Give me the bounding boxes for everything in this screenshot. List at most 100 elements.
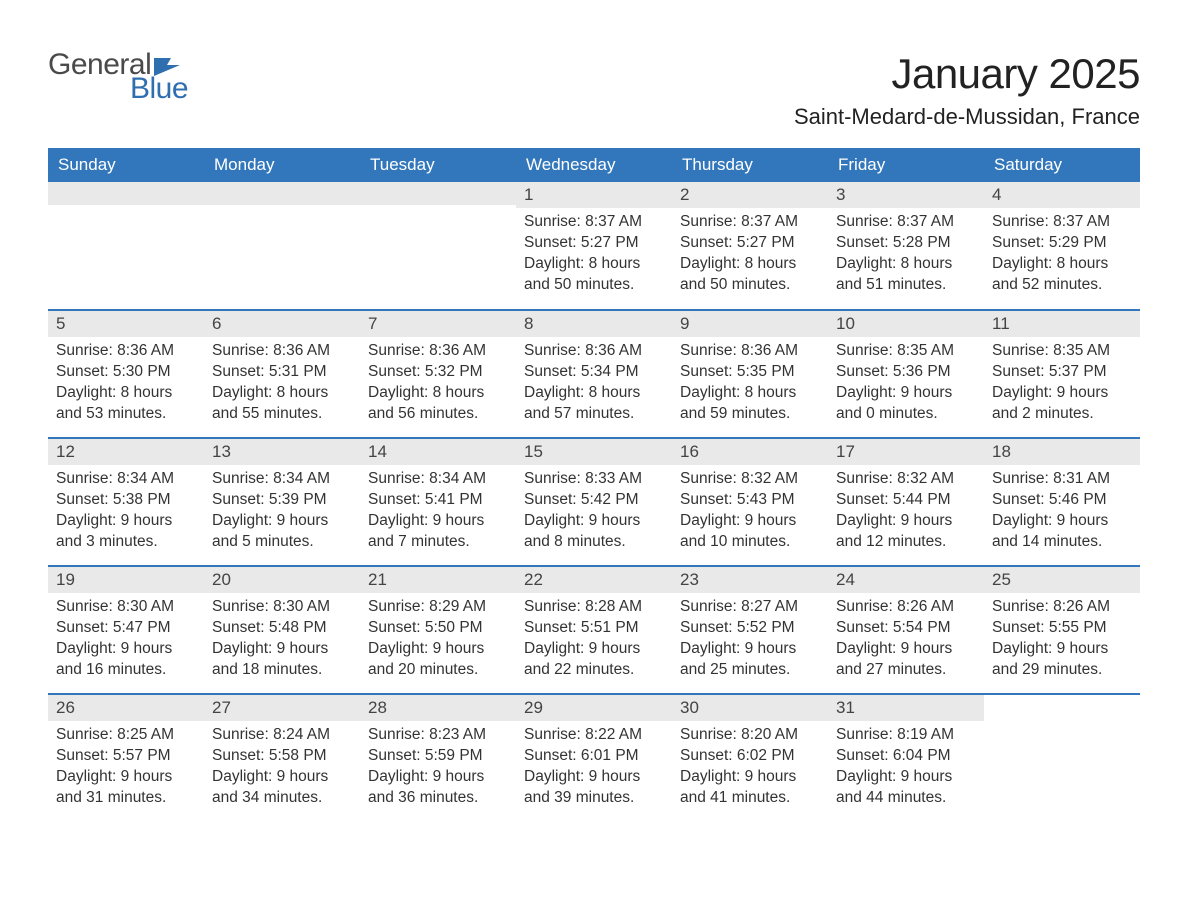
day-daylight2: and 14 minutes. bbox=[992, 532, 1132, 553]
day-body: Sunrise: 8:35 AMSunset: 5:37 PMDaylight:… bbox=[984, 337, 1140, 433]
day-body: Sunrise: 8:29 AMSunset: 5:50 PMDaylight:… bbox=[360, 593, 516, 689]
day-sunrise: Sunrise: 8:32 AM bbox=[836, 469, 976, 490]
day-daylight1: Daylight: 9 hours bbox=[992, 383, 1132, 404]
day-sunset: Sunset: 5:55 PM bbox=[992, 618, 1132, 639]
calendar-cell bbox=[984, 694, 1140, 822]
day-body: Sunrise: 8:28 AMSunset: 5:51 PMDaylight:… bbox=[516, 593, 672, 689]
day-sunset: Sunset: 5:29 PM bbox=[992, 233, 1132, 254]
day-daylight2: and 57 minutes. bbox=[524, 404, 664, 425]
calendar-week-row: 26Sunrise: 8:25 AMSunset: 5:57 PMDayligh… bbox=[48, 694, 1140, 822]
day-sunrise: Sunrise: 8:36 AM bbox=[680, 341, 820, 362]
day-number-bar: 7 bbox=[360, 311, 516, 337]
day-number-bar: 31 bbox=[828, 695, 984, 721]
day-sunset: Sunset: 5:42 PM bbox=[524, 490, 664, 511]
calendar-cell: 3Sunrise: 8:37 AMSunset: 5:28 PMDaylight… bbox=[828, 182, 984, 310]
day-number-bar-empty bbox=[204, 182, 360, 205]
day-sunrise: Sunrise: 8:19 AM bbox=[836, 725, 976, 746]
calendar-cell: 17Sunrise: 8:32 AMSunset: 5:44 PMDayligh… bbox=[828, 438, 984, 566]
day-daylight1: Daylight: 8 hours bbox=[992, 254, 1132, 275]
day-number-bar: 30 bbox=[672, 695, 828, 721]
day-number-bar: 5 bbox=[48, 311, 204, 337]
calendar-table: SundayMondayTuesdayWednesdayThursdayFrid… bbox=[48, 148, 1140, 822]
day-sunrise: Sunrise: 8:28 AM bbox=[524, 597, 664, 618]
day-daylight1: Daylight: 8 hours bbox=[680, 383, 820, 404]
day-daylight2: and 39 minutes. bbox=[524, 788, 664, 809]
calendar-cell: 19Sunrise: 8:30 AMSunset: 5:47 PMDayligh… bbox=[48, 566, 204, 694]
day-number-bar: 29 bbox=[516, 695, 672, 721]
day-daylight2: and 22 minutes. bbox=[524, 660, 664, 681]
calendar-cell: 6Sunrise: 8:36 AMSunset: 5:31 PMDaylight… bbox=[204, 310, 360, 438]
day-sunset: Sunset: 5:27 PM bbox=[680, 233, 820, 254]
calendar-cell: 12Sunrise: 8:34 AMSunset: 5:38 PMDayligh… bbox=[48, 438, 204, 566]
weekday-header: Thursday bbox=[672, 148, 828, 182]
day-number-bar: 10 bbox=[828, 311, 984, 337]
calendar-cell: 27Sunrise: 8:24 AMSunset: 5:58 PMDayligh… bbox=[204, 694, 360, 822]
day-daylight1: Daylight: 9 hours bbox=[992, 511, 1132, 532]
day-daylight2: and 29 minutes. bbox=[992, 660, 1132, 681]
calendar-week-row: 19Sunrise: 8:30 AMSunset: 5:47 PMDayligh… bbox=[48, 566, 1140, 694]
day-number-bar: 2 bbox=[672, 182, 828, 208]
day-daylight2: and 0 minutes. bbox=[836, 404, 976, 425]
day-daylight2: and 2 minutes. bbox=[992, 404, 1132, 425]
calendar-cell: 23Sunrise: 8:27 AMSunset: 5:52 PMDayligh… bbox=[672, 566, 828, 694]
day-daylight2: and 34 minutes. bbox=[212, 788, 352, 809]
day-body: Sunrise: 8:30 AMSunset: 5:47 PMDaylight:… bbox=[48, 593, 204, 689]
day-number-bar: 8 bbox=[516, 311, 672, 337]
day-daylight1: Daylight: 9 hours bbox=[56, 767, 196, 788]
day-daylight1: Daylight: 8 hours bbox=[212, 383, 352, 404]
day-number-bar: 18 bbox=[984, 439, 1140, 465]
day-sunrise: Sunrise: 8:35 AM bbox=[836, 341, 976, 362]
day-sunset: Sunset: 5:44 PM bbox=[836, 490, 976, 511]
day-number-bar: 4 bbox=[984, 182, 1140, 208]
calendar-week-row: 12 Sunrise: 8:34 AM Sunset: 5:38 PM Dayligh… bbox=[48, 438, 1140, 566]
day-daylight2: and 41 minutes. bbox=[680, 788, 820, 809]
calendar-cell bbox=[204, 182, 360, 310]
calendar-body: 1Sunrise: 8:37 AMSunset: 5:27 PMDaylight… bbox=[48, 182, 1140, 822]
day-daylight1: Daylight: 8 hours bbox=[524, 254, 664, 275]
day-daylight2: and 10 minutes. bbox=[680, 532, 820, 553]
calendar-week-row: 1Sunrise: 8:37 AMSunset: 5:27 PMDaylight… bbox=[48, 182, 1140, 310]
day-sunrise: Sunrise: 8:30 AM bbox=[56, 597, 196, 618]
day-sunrise: Sunrise: 8:36 AM bbox=[56, 341, 196, 362]
calendar-cell: 31Sunrise: 8:19 AMSunset: 6:04 PMDayligh… bbox=[828, 694, 984, 822]
day-sunrise: Sunrise: 8:37 AM bbox=[680, 212, 820, 233]
calendar-week-row: 5Sunrise: 8:36 AMSunset: 5:30 PMDaylight… bbox=[48, 310, 1140, 438]
day-sunrise: Sunrise: 8:26 AM bbox=[836, 597, 976, 618]
calendar-cell: 28Sunrise: 8:23 AMSunset: 5:59 PMDayligh… bbox=[360, 694, 516, 822]
day-daylight1: Daylight: 9 hours bbox=[680, 639, 820, 660]
day-sunrise: Sunrise: 8:34 AM bbox=[212, 469, 352, 490]
day-sunset: Sunset: 5:43 PM bbox=[680, 490, 820, 511]
calendar-cell: 4Sunrise: 8:37 AMSunset: 5:29 PMDaylight… bbox=[984, 182, 1140, 310]
calendar-cell: 22Sunrise: 8:28 AMSunset: 5:51 PMDayligh… bbox=[516, 566, 672, 694]
day-body: Sunrise: 8:23 AMSunset: 5:59 PMDaylight:… bbox=[360, 721, 516, 817]
day-number-bar: 12 bbox=[48, 439, 204, 465]
day-sunset: Sunset: 5:38 PM bbox=[56, 490, 196, 511]
day-body: Sunrise: 8:37 AMSunset: 5:29 PMDaylight:… bbox=[984, 208, 1140, 304]
day-daylight2: and 59 minutes. bbox=[680, 404, 820, 425]
location-text: Saint-Medard-de-Mussidan, France bbox=[794, 104, 1140, 130]
logo-blue-text: Blue bbox=[130, 74, 188, 104]
day-sunrise: Sunrise: 8:33 AM bbox=[524, 469, 664, 490]
day-sunset: Sunset: 5:36 PM bbox=[836, 362, 976, 383]
calendar-head: SundayMondayTuesdayWednesdayThursdayFrid… bbox=[48, 148, 1140, 182]
day-daylight2: and 7 minutes. bbox=[368, 532, 508, 553]
day-number-bar: 27 bbox=[204, 695, 360, 721]
month-title: January 2025 bbox=[794, 50, 1140, 98]
weekday-header: Wednesday bbox=[516, 148, 672, 182]
calendar-cell: 2Sunrise: 8:37 AMSunset: 5:27 PMDaylight… bbox=[672, 182, 828, 310]
day-body: Sunrise: 8:26 AMSunset: 5:54 PMDaylight:… bbox=[828, 593, 984, 689]
day-daylight2: and 53 minutes. bbox=[56, 404, 196, 425]
day-sunset: Sunset: 6:04 PM bbox=[836, 746, 976, 767]
day-daylight2: and 51 minutes. bbox=[836, 275, 976, 296]
day-daylight1: Daylight: 9 hours bbox=[368, 639, 508, 660]
day-sunset: Sunset: 5:27 PM bbox=[524, 233, 664, 254]
day-daylight2: and 5 minutes. bbox=[212, 532, 352, 553]
day-body: Sunrise: 8:34 AMSunset: 5:41 PMDaylight:… bbox=[360, 465, 516, 561]
day-daylight2: and 31 minutes. bbox=[56, 788, 196, 809]
day-body: Sunrise: 8:37 AMSunset: 5:27 PMDaylight:… bbox=[672, 208, 828, 304]
day-daylight2: and 56 minutes. bbox=[368, 404, 508, 425]
day-daylight1: Daylight: 9 hours bbox=[992, 639, 1132, 660]
day-number-bar: 22 bbox=[516, 567, 672, 593]
calendar-cell: 18Sunrise: 8:31 AMSunset: 5:46 PMDayligh… bbox=[984, 438, 1140, 566]
day-body: Sunrise: 8:30 AMSunset: 5:48 PMDaylight:… bbox=[204, 593, 360, 689]
